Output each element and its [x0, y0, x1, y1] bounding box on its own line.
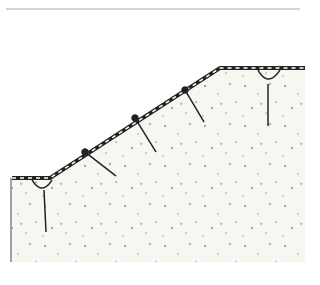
- page: [0, 0, 305, 285]
- slope-diagram: [0, 0, 305, 285]
- soil-texture: [12, 68, 305, 262]
